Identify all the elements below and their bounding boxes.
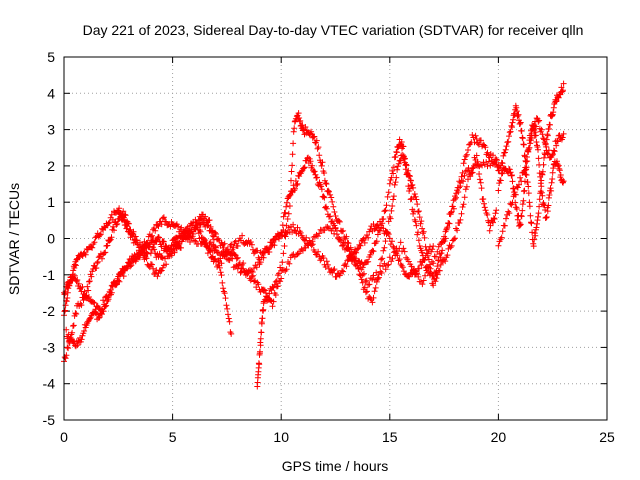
y-tick-label: 5 <box>47 49 55 65</box>
y-tick-label: 3 <box>47 122 55 138</box>
chart-title: Day 221 of 2023, Sidereal Day-to-day VTE… <box>83 22 584 38</box>
y-tick-label: -5 <box>43 412 56 428</box>
plot-frame <box>63 56 608 421</box>
y-tick-label: -1 <box>43 267 56 283</box>
y-axis-label: SDTVAR / TECUs <box>6 183 22 295</box>
x-tick-label: 5 <box>169 429 177 445</box>
y-tick-label: 1 <box>47 194 55 210</box>
y-tick-label: 0 <box>47 231 55 247</box>
y-tick-label: -4 <box>43 376 56 392</box>
x-tick-label: 0 <box>60 429 68 445</box>
x-tick-labels: 0 5 10 15 20 25 <box>60 429 615 445</box>
x-tick-label: 20 <box>491 429 507 445</box>
y-tick-label: -3 <box>43 339 56 355</box>
x-tick-label: 25 <box>599 429 615 445</box>
plus-markers <box>61 80 567 390</box>
data-points <box>61 80 567 390</box>
x-axis-label: GPS time / hours <box>282 458 389 474</box>
y-tick-label: 4 <box>47 85 55 101</box>
y-tick-labels: -5 -4 -3 -2 -1 0 1 2 3 4 5 <box>43 49 56 428</box>
y-tick-label: -2 <box>43 303 56 319</box>
x-tick-label: 15 <box>382 429 398 445</box>
x-tick-label: 10 <box>273 429 289 445</box>
y-tick-label: 2 <box>47 158 55 174</box>
